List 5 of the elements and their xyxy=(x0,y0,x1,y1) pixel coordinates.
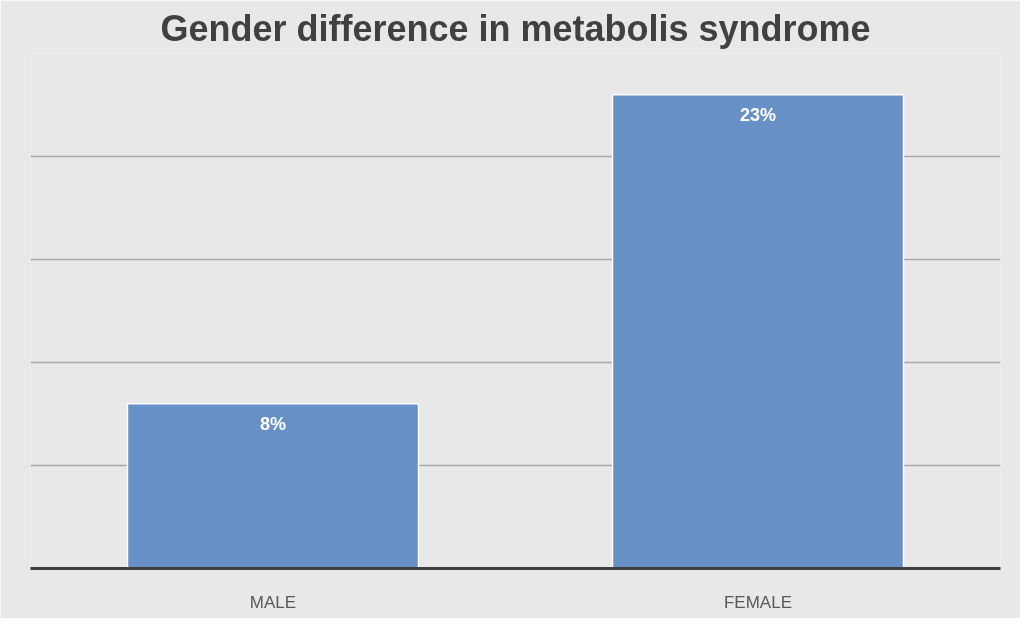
x-tick-label: MALE xyxy=(249,592,297,612)
x-tick-label: FEMALE xyxy=(723,592,793,612)
data-label: 8% xyxy=(259,413,287,434)
chart-title: Gender difference in metabolis syndrome xyxy=(160,7,871,49)
data-label: 23% xyxy=(739,104,777,125)
